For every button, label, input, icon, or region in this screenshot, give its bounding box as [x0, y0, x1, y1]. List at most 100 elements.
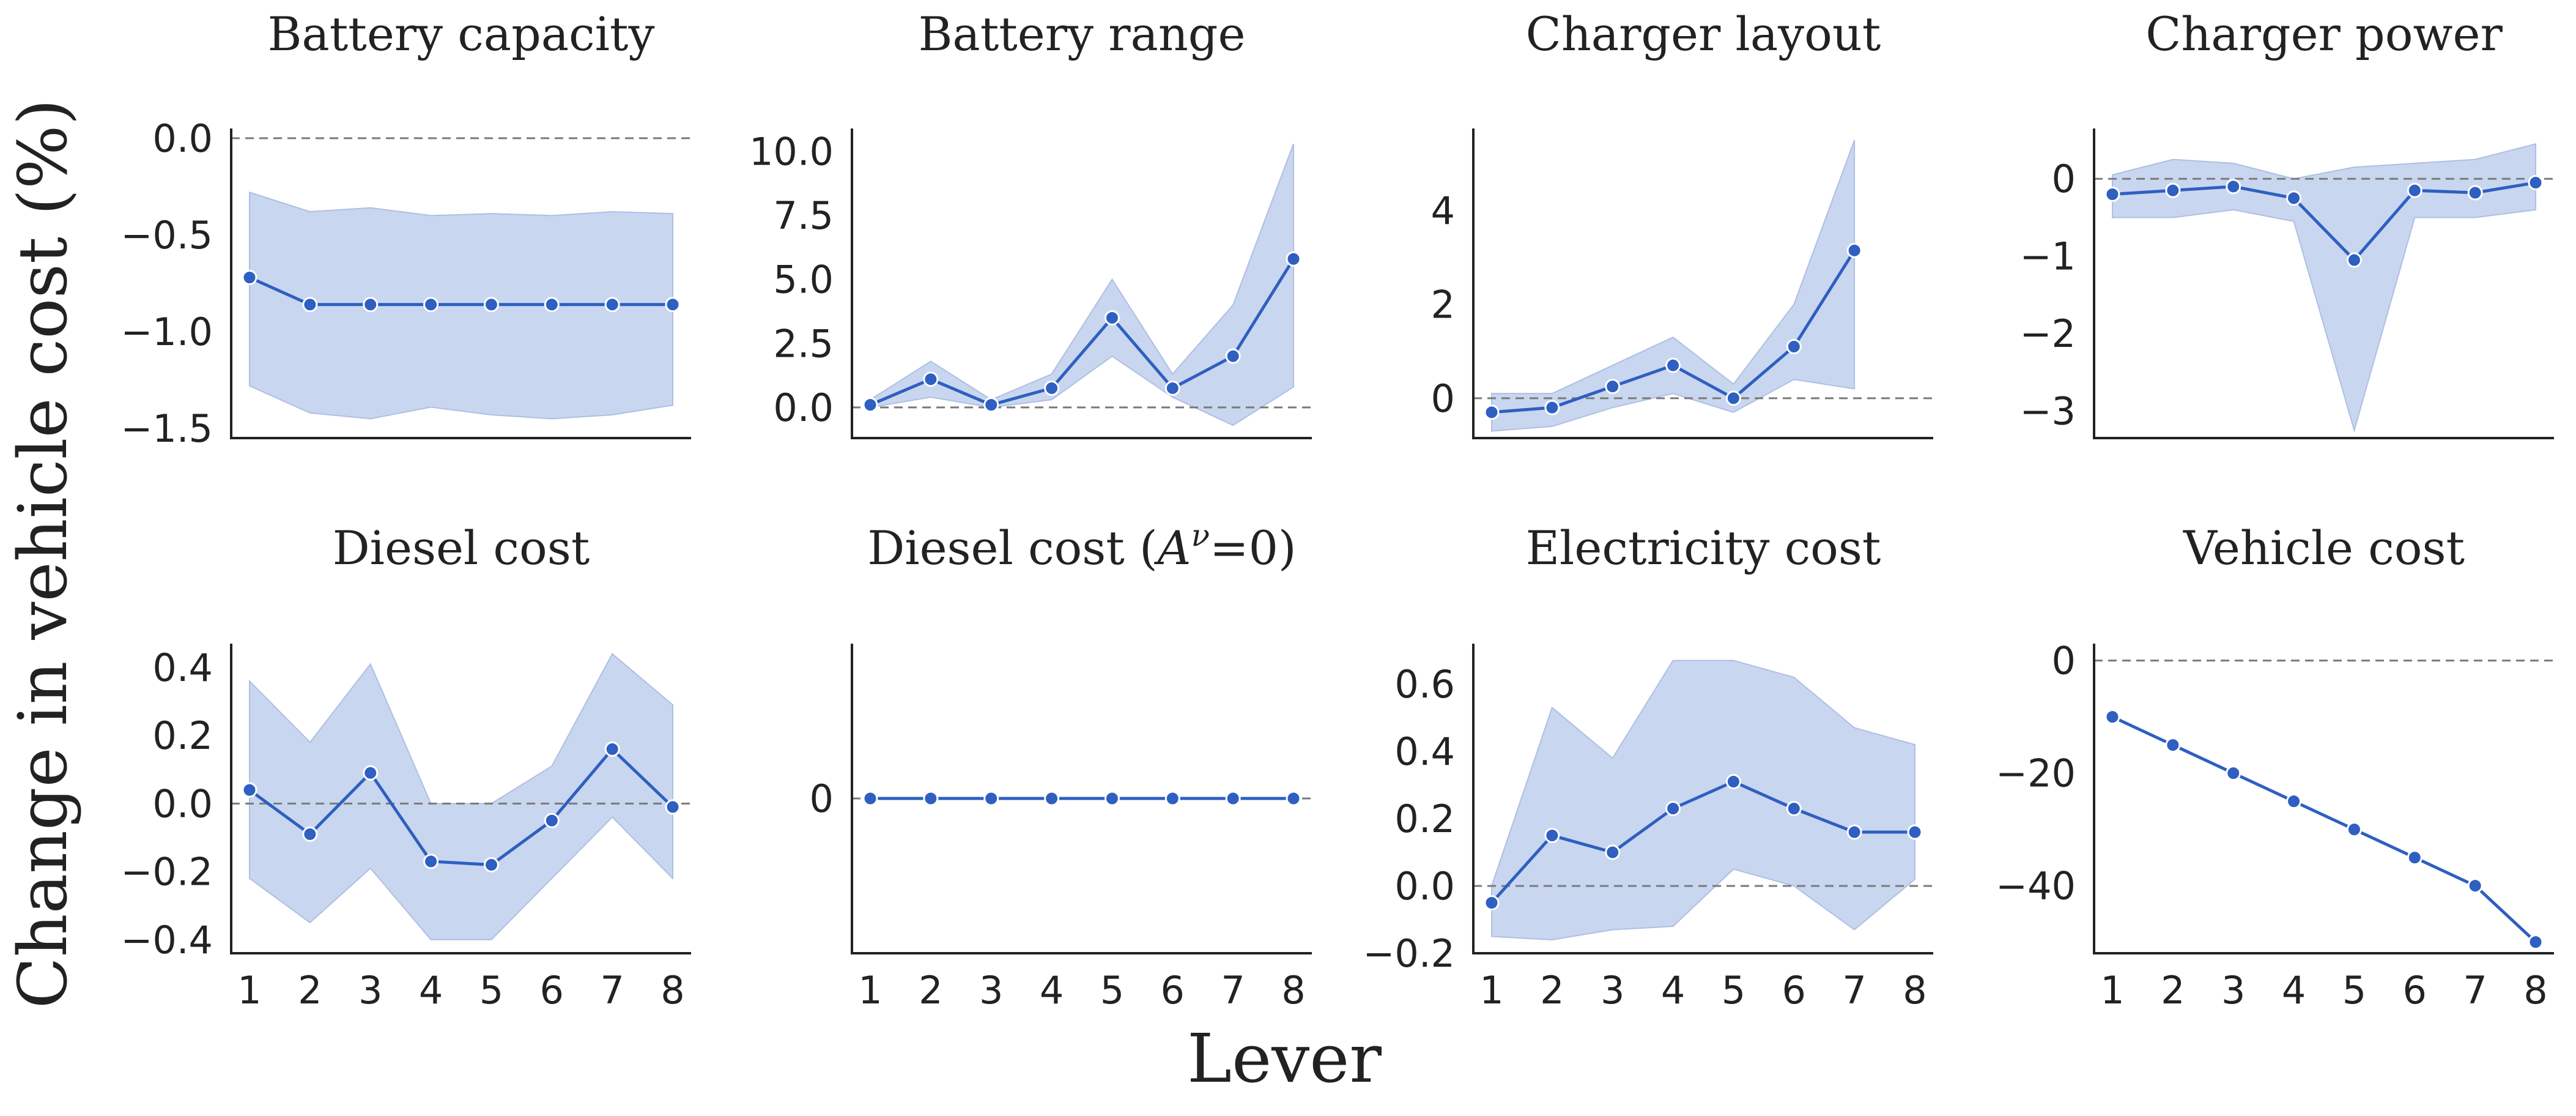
- x-tick-label: 5: [1100, 968, 1124, 1013]
- data-point: [2407, 182, 2422, 198]
- y-tick-label: 0.0: [152, 781, 213, 826]
- panel-title: Vehicle cost: [2183, 521, 2465, 575]
- data-point: [2226, 765, 2241, 781]
- mean-line: [870, 258, 1295, 407]
- data-point: [1665, 357, 1681, 373]
- confidence-band: [249, 653, 673, 940]
- y-tick-label: −1: [2020, 234, 2076, 279]
- x-tick-label: 5: [2342, 968, 2366, 1013]
- data-point: [1846, 824, 1862, 840]
- data-point: [1225, 790, 1241, 806]
- data-point: [1286, 790, 1301, 806]
- x-tick-label: 2: [919, 968, 942, 1013]
- x-tick-label: 8: [1281, 968, 1305, 1013]
- panel-grid: Battery capacity 0.0 −0.5 −1.0 −1.5 Battery r…: [120, 7, 2554, 1013]
- data-point: [544, 297, 560, 313]
- data-point: [1544, 828, 1560, 843]
- confidence-band: [1491, 140, 1856, 432]
- data-point: [862, 397, 878, 413]
- data-point: [483, 857, 499, 872]
- data-point: [1044, 790, 1060, 806]
- data-point: [604, 741, 620, 757]
- y-tick-label: 4: [1431, 188, 1455, 233]
- axis-spines: [230, 128, 691, 439]
- data-point: [1225, 348, 1241, 364]
- data-point: [544, 813, 560, 828]
- x-tick-label: 1: [237, 968, 261, 1013]
- x-tick-label: 3: [979, 968, 1003, 1013]
- y-tick-label: −3: [2020, 389, 2076, 434]
- data-point: [1725, 774, 1741, 789]
- panel-title: Diesel cost (Aν=0): [867, 518, 1296, 575]
- panel-6: Diesel cost (Aν=0) 0 1 2 3 4 5 6 7 8: [810, 518, 1312, 1013]
- x-tick-label: 1: [858, 968, 882, 1013]
- x-tick-label: 6: [1782, 968, 1806, 1013]
- x-tick-label: 6: [540, 968, 564, 1013]
- data-point: [1104, 790, 1120, 806]
- data-point: [1665, 801, 1681, 816]
- panel-4: Charger power 0 −1 −2 −3: [2020, 7, 2554, 439]
- data-point: [1907, 824, 1923, 840]
- data-point: [923, 371, 939, 387]
- panel-1: Battery capacity 0.0 −0.5 −1.0 −1.5: [120, 7, 691, 451]
- panel-3: Charger layout 0 2 4: [1431, 7, 1933, 439]
- data-point: [1044, 380, 1060, 396]
- x-tick-label: 8: [1903, 968, 1926, 1013]
- data-point: [1484, 895, 1500, 910]
- data-point: [665, 297, 681, 313]
- confidence-band: [870, 143, 1294, 426]
- y-tick-label: 5.0: [773, 258, 834, 302]
- axis-spines: [1472, 644, 1933, 954]
- data-point: [423, 297, 439, 313]
- x-tick-label: 7: [1221, 968, 1245, 1013]
- y-tick-label: 0: [1431, 376, 1455, 421]
- data-point: [2165, 182, 2181, 198]
- x-tick-label: 5: [479, 968, 503, 1013]
- x-tick-label: 3: [2221, 968, 2245, 1013]
- y-tick-label: 0: [2052, 639, 2076, 683]
- panel-5: Diesel cost 0.4 0.2 0.0 −0.2 −0.4 1 2 3 4 5 6 7 8: [120, 521, 691, 1013]
- data-point: [483, 297, 499, 313]
- x-tick-label: 4: [2282, 968, 2306, 1013]
- panel-title: Diesel cost: [333, 521, 590, 575]
- y-tick-label: −20: [1996, 751, 2076, 796]
- y-tick-label: 0: [810, 776, 834, 821]
- y-tick-label: −0.5: [120, 213, 213, 258]
- panel-title: Battery capacity: [268, 7, 655, 61]
- x-tick-label: 3: [1601, 968, 1624, 1013]
- data-point: [1164, 380, 1180, 396]
- mean-line: [248, 746, 674, 866]
- data-point: [423, 854, 439, 869]
- data-point: [1605, 379, 1621, 395]
- panel-8: Vehicle cost 0 −20 −40 1 2 3 4 5 6 7 8: [1996, 521, 2554, 1013]
- data-point: [1164, 790, 1180, 806]
- panel-title: Battery range: [919, 7, 1246, 61]
- data-point: [2346, 252, 2362, 268]
- y-tick-label: −0.4: [120, 918, 213, 962]
- x-tick-label: 7: [600, 968, 624, 1013]
- data-point: [2467, 185, 2483, 201]
- mean-line: [1490, 779, 1915, 904]
- x-tick-label: 2: [298, 968, 322, 1013]
- data-point: [983, 790, 999, 806]
- y-tick-label: −2: [2020, 311, 2076, 356]
- y-axis-label: Change in vehicle cost (%): [4, 99, 82, 1009]
- data-point: [363, 765, 379, 781]
- y-tick-label: −0.2: [120, 850, 213, 895]
- y-tick-label: −40: [1996, 864, 2076, 909]
- x-tick-label: 8: [661, 968, 684, 1013]
- y-tick-label: 0.6: [1394, 662, 1455, 707]
- panel-2: Battery range 0.0 2.5 5.0 7.5 10.0: [749, 7, 1312, 439]
- y-tick-label: 2: [1431, 283, 1455, 327]
- data-point: [1605, 844, 1621, 860]
- panel-title: Charger layout: [1526, 7, 1881, 61]
- axis-spines: [2093, 644, 2554, 954]
- x-tick-label: 6: [1161, 968, 1185, 1013]
- mean-line: [2112, 181, 2536, 262]
- data-point: [2286, 794, 2302, 809]
- data-point: [2104, 709, 2120, 725]
- data-point: [242, 270, 257, 286]
- y-tick-label: 0.4: [1394, 729, 1455, 774]
- data-point: [2467, 878, 2483, 894]
